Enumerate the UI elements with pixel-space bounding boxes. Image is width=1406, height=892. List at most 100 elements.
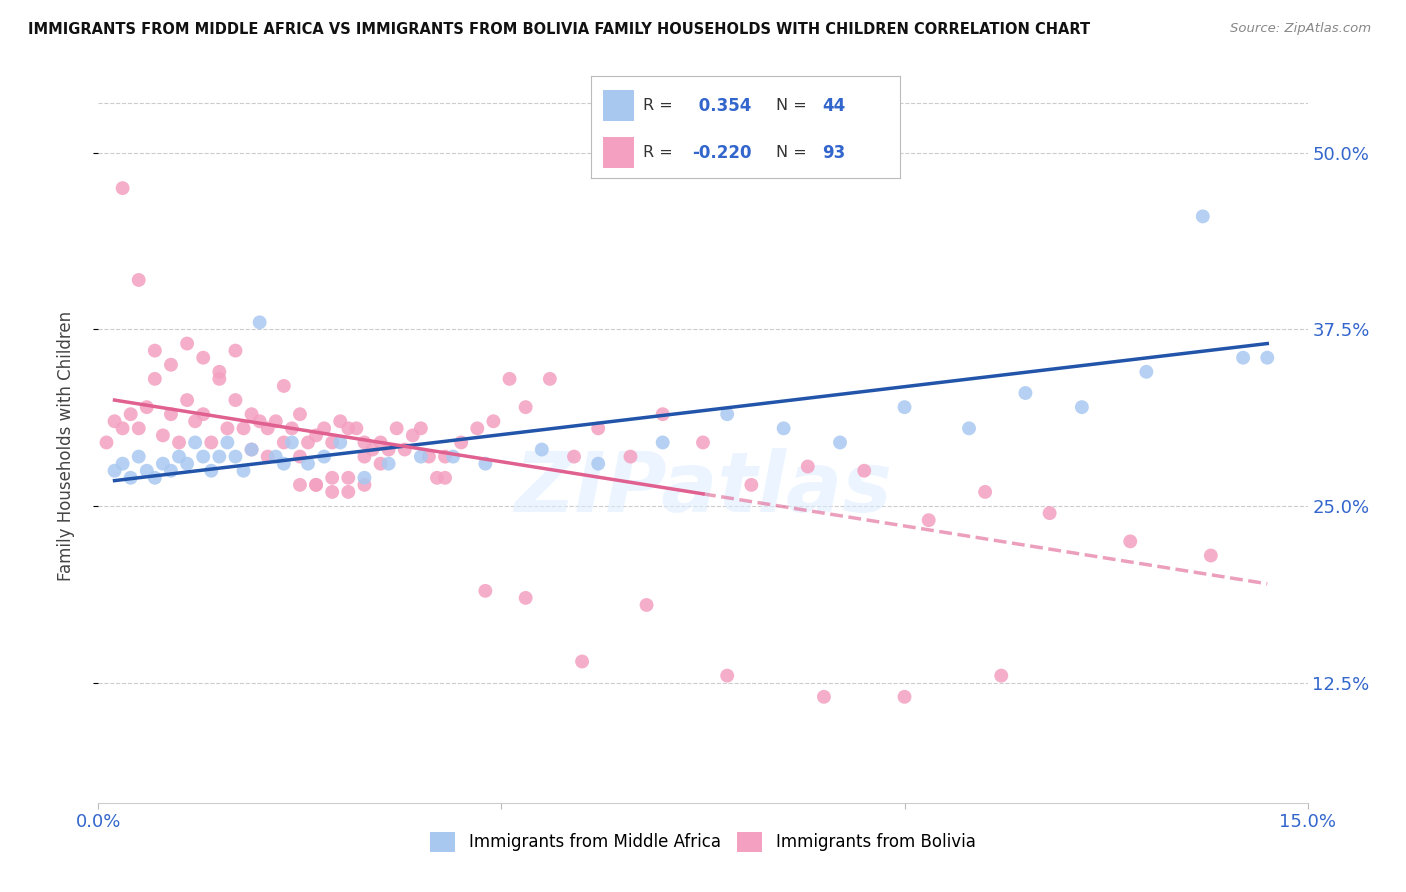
Point bbox=[329, 435, 352, 450]
Text: 93: 93 bbox=[823, 144, 846, 161]
Point bbox=[143, 372, 166, 386]
Point bbox=[482, 414, 505, 428]
Point bbox=[240, 442, 263, 457]
Point bbox=[957, 421, 980, 435]
Point bbox=[193, 450, 215, 464]
Point bbox=[128, 421, 150, 435]
Point bbox=[120, 407, 142, 421]
Point bbox=[160, 358, 183, 372]
Point bbox=[353, 478, 375, 492]
Point bbox=[377, 442, 399, 457]
Point bbox=[337, 471, 360, 485]
Point bbox=[217, 421, 239, 435]
Point bbox=[224, 393, 246, 408]
Point bbox=[120, 471, 142, 485]
Point bbox=[160, 407, 183, 421]
Point bbox=[1199, 549, 1222, 563]
Point bbox=[1256, 351, 1278, 365]
Point bbox=[264, 414, 287, 428]
Point bbox=[571, 655, 593, 669]
Text: N =: N = bbox=[776, 145, 807, 161]
Text: R =: R = bbox=[643, 145, 673, 161]
Text: R =: R = bbox=[643, 98, 673, 113]
Point bbox=[474, 583, 496, 598]
Point bbox=[160, 464, 183, 478]
Point bbox=[893, 690, 915, 704]
Point bbox=[441, 450, 464, 464]
Point bbox=[337, 421, 360, 435]
Point bbox=[176, 336, 198, 351]
Point bbox=[394, 442, 416, 457]
Point bbox=[853, 464, 876, 478]
Point bbox=[586, 457, 609, 471]
Point bbox=[1191, 210, 1213, 224]
Point bbox=[370, 457, 392, 471]
Point bbox=[184, 414, 207, 428]
Point bbox=[135, 400, 157, 414]
Point bbox=[990, 668, 1012, 682]
Point bbox=[797, 459, 820, 474]
Text: 44: 44 bbox=[823, 96, 846, 114]
Point bbox=[288, 450, 311, 464]
Text: Source: ZipAtlas.com: Source: ZipAtlas.com bbox=[1230, 22, 1371, 36]
Point bbox=[813, 690, 835, 704]
Point bbox=[321, 435, 343, 450]
Point bbox=[893, 400, 915, 414]
Point bbox=[314, 421, 336, 435]
Point bbox=[450, 435, 472, 450]
Point bbox=[321, 484, 343, 499]
Point bbox=[740, 478, 762, 492]
Text: IMMIGRANTS FROM MIDDLE AFRICA VS IMMIGRANTS FROM BOLIVIA FAMILY HOUSEHOLDS WITH : IMMIGRANTS FROM MIDDLE AFRICA VS IMMIGRA… bbox=[28, 22, 1090, 37]
Point bbox=[562, 450, 585, 464]
Point bbox=[434, 450, 457, 464]
Point bbox=[716, 407, 738, 421]
Point bbox=[1119, 534, 1142, 549]
Point bbox=[297, 435, 319, 450]
Point bbox=[361, 442, 384, 457]
Point bbox=[143, 471, 166, 485]
Point bbox=[111, 181, 134, 195]
Point bbox=[217, 435, 239, 450]
Text: -0.220: -0.220 bbox=[693, 144, 752, 161]
Point bbox=[208, 372, 231, 386]
Point bbox=[426, 471, 449, 485]
FancyBboxPatch shape bbox=[603, 137, 634, 168]
Point bbox=[193, 407, 215, 421]
Point bbox=[353, 435, 375, 450]
Point bbox=[716, 668, 738, 682]
FancyBboxPatch shape bbox=[603, 90, 634, 121]
Point bbox=[409, 450, 432, 464]
Point bbox=[176, 457, 198, 471]
Point bbox=[329, 414, 352, 428]
Point bbox=[208, 450, 231, 464]
Point bbox=[240, 442, 263, 457]
Point bbox=[200, 435, 222, 450]
Point bbox=[418, 450, 440, 464]
Point bbox=[1014, 386, 1036, 401]
Point bbox=[224, 450, 246, 464]
Point bbox=[152, 457, 174, 471]
Point bbox=[249, 414, 271, 428]
Point bbox=[530, 442, 553, 457]
Point bbox=[385, 421, 408, 435]
Point bbox=[273, 379, 295, 393]
Point bbox=[515, 400, 537, 414]
Point bbox=[167, 450, 190, 464]
Point bbox=[353, 471, 375, 485]
Point bbox=[264, 450, 287, 464]
Point bbox=[474, 457, 496, 471]
Point bbox=[111, 421, 134, 435]
Point bbox=[1232, 351, 1254, 365]
Point bbox=[409, 421, 432, 435]
Point bbox=[184, 435, 207, 450]
Point bbox=[176, 393, 198, 408]
Point bbox=[337, 484, 360, 499]
Point bbox=[256, 421, 278, 435]
Point bbox=[288, 407, 311, 421]
Point bbox=[586, 421, 609, 435]
Point bbox=[96, 435, 118, 450]
Point bbox=[619, 450, 641, 464]
Point bbox=[200, 464, 222, 478]
Point bbox=[240, 407, 263, 421]
Point bbox=[321, 471, 343, 485]
